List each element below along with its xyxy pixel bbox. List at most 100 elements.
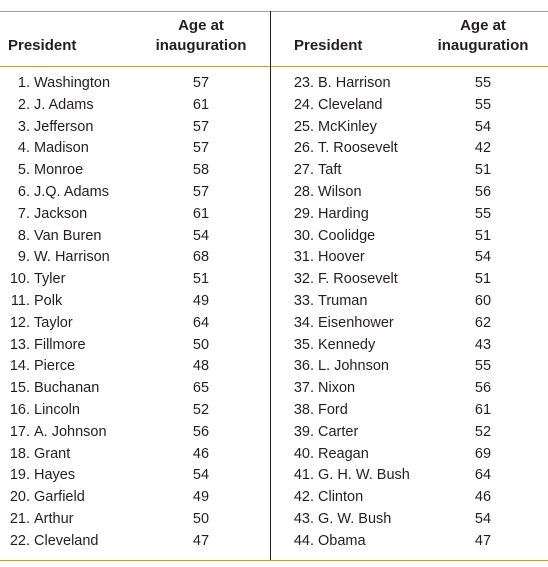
president-header: President xyxy=(8,37,77,54)
president-name: Coolidge xyxy=(318,227,376,244)
president-name: W. Harrison xyxy=(34,249,110,266)
president-name: Truman xyxy=(318,292,368,309)
age-cell: 49 xyxy=(192,292,210,309)
president-number: 14. xyxy=(9,358,30,375)
president-name: Nixon xyxy=(318,380,356,397)
president-number: 41. xyxy=(293,467,314,484)
age-cell: 57 xyxy=(192,75,210,91)
table-row: 30. Coolidge 51 xyxy=(271,226,548,248)
president-number: 25. xyxy=(293,118,314,135)
age-cell: 57 xyxy=(192,183,210,200)
president-name: Garfield xyxy=(34,489,85,506)
age-header-line2: inauguration xyxy=(437,37,529,54)
president-number: 31. xyxy=(293,249,314,266)
president-cell: 16. Lincoln xyxy=(0,400,110,422)
president-cell: 37. Nixon xyxy=(271,378,391,400)
table-row: 34. Eisenhower 62 xyxy=(271,313,548,335)
age-header-line1: Age at xyxy=(460,17,506,34)
president-cell: 28. Wilson xyxy=(271,182,391,204)
president-name: Cleveland xyxy=(34,532,99,549)
president-number: 4. xyxy=(17,140,30,157)
president-name: Buchanan xyxy=(34,380,100,397)
president-number: 1. xyxy=(17,75,30,91)
president-number: 22. xyxy=(9,532,30,549)
president-cell: 41. G. H. W. Bush xyxy=(271,465,410,487)
president-cell: 5. Monroe xyxy=(0,160,110,182)
president-cell: 33. Truman xyxy=(271,291,391,313)
president-name: Taft xyxy=(318,162,342,179)
president-number: 9. xyxy=(17,249,30,266)
president-number: 36. xyxy=(293,358,314,375)
president-name: Fillmore xyxy=(34,336,86,353)
table-row: 8. Van Buren 54 xyxy=(0,226,270,248)
table-row: 39. Carter 52 xyxy=(271,422,548,444)
table-row: 3. Jefferson 57 xyxy=(0,117,270,139)
age-cell: 54 xyxy=(474,249,492,266)
president-cell: 24. Cleveland xyxy=(271,95,391,117)
left-rows: 1. Washington 57 2. J. Adams 61 3. Jefferson 57 4… xyxy=(0,73,270,553)
president-name: G. H. W. Bush xyxy=(318,467,410,484)
age-cell: 54 xyxy=(474,510,492,527)
president-cell: 43. G. W. Bush xyxy=(271,509,392,531)
header-separator-rule xyxy=(0,66,548,67)
president-cell: 14. Pierce xyxy=(0,356,110,378)
president-number: 27. xyxy=(293,162,314,179)
president-name: Wilson xyxy=(318,183,362,200)
age-cell: 51 xyxy=(192,271,210,288)
president-number: 35. xyxy=(293,336,314,353)
age-cell: 61 xyxy=(192,205,210,222)
president-number: 20. xyxy=(9,489,30,506)
president-cell: 39. Carter xyxy=(271,422,391,444)
president-number: 33. xyxy=(293,292,314,309)
president-name: Clinton xyxy=(318,489,364,506)
president-name: Washington xyxy=(34,75,111,91)
table-row: 43. G. W. Bush 54 xyxy=(271,509,548,531)
president-number: 10. xyxy=(9,271,30,288)
table-row: 6. J.Q. Adams 57 xyxy=(0,182,270,204)
table-row: 12. Taylor 64 xyxy=(0,313,270,335)
president-number: 43. xyxy=(293,510,314,527)
president-name: Arthur xyxy=(34,510,74,527)
president-cell: 44. Obama xyxy=(271,531,391,553)
age-cell: 56 xyxy=(192,423,210,440)
president-number: 37. xyxy=(293,380,314,397)
president-number: 6. xyxy=(17,183,30,200)
president-number: 29. xyxy=(293,205,314,222)
president-name: McKinley xyxy=(318,118,377,135)
table-row: 14. Pierce 48 xyxy=(0,356,270,378)
president-name: Obama xyxy=(318,532,366,549)
president-number: 17. xyxy=(9,423,30,440)
president-name: Monroe xyxy=(34,162,84,179)
table-row: 32. F. Roosevelt 51 xyxy=(271,269,548,291)
table-row: 16. Lincoln 52 xyxy=(0,400,270,422)
president-name: G. W. Bush xyxy=(318,510,392,527)
age-cell: 46 xyxy=(192,445,210,462)
president-name: Reagan xyxy=(318,445,369,462)
president-number: 19. xyxy=(9,467,30,484)
president-number: 38. xyxy=(293,401,314,418)
president-number: 15. xyxy=(9,380,30,397)
president-name: J.Q. Adams xyxy=(34,183,109,200)
president-number: 24. xyxy=(293,96,314,113)
president-name: Cleveland xyxy=(318,96,383,113)
president-cell: 31. Hoover xyxy=(271,247,391,269)
age-cell: 64 xyxy=(474,467,492,484)
president-number: 13. xyxy=(9,336,30,353)
president-number: 8. xyxy=(17,227,30,244)
president-number: 44. xyxy=(293,532,314,549)
president-cell: 25. McKinley xyxy=(271,117,391,139)
age-cell: 55 xyxy=(474,205,492,222)
president-name: F. Roosevelt xyxy=(318,271,398,288)
president-name: Hoover xyxy=(318,249,365,266)
president-name: T. Roosevelt xyxy=(318,140,398,157)
age-cell: 48 xyxy=(192,358,210,375)
president-number: 34. xyxy=(293,314,314,331)
president-cell: 4. Madison xyxy=(0,138,110,160)
table-row: 19. Hayes 54 xyxy=(0,465,270,487)
president-cell: 20. Garfield xyxy=(0,487,110,509)
president-name: B. Harrison xyxy=(318,75,391,91)
age-cell: 61 xyxy=(474,401,492,418)
age-cell: 47 xyxy=(192,532,210,549)
president-number: 30. xyxy=(293,227,314,244)
age-cell: 51 xyxy=(474,271,492,288)
